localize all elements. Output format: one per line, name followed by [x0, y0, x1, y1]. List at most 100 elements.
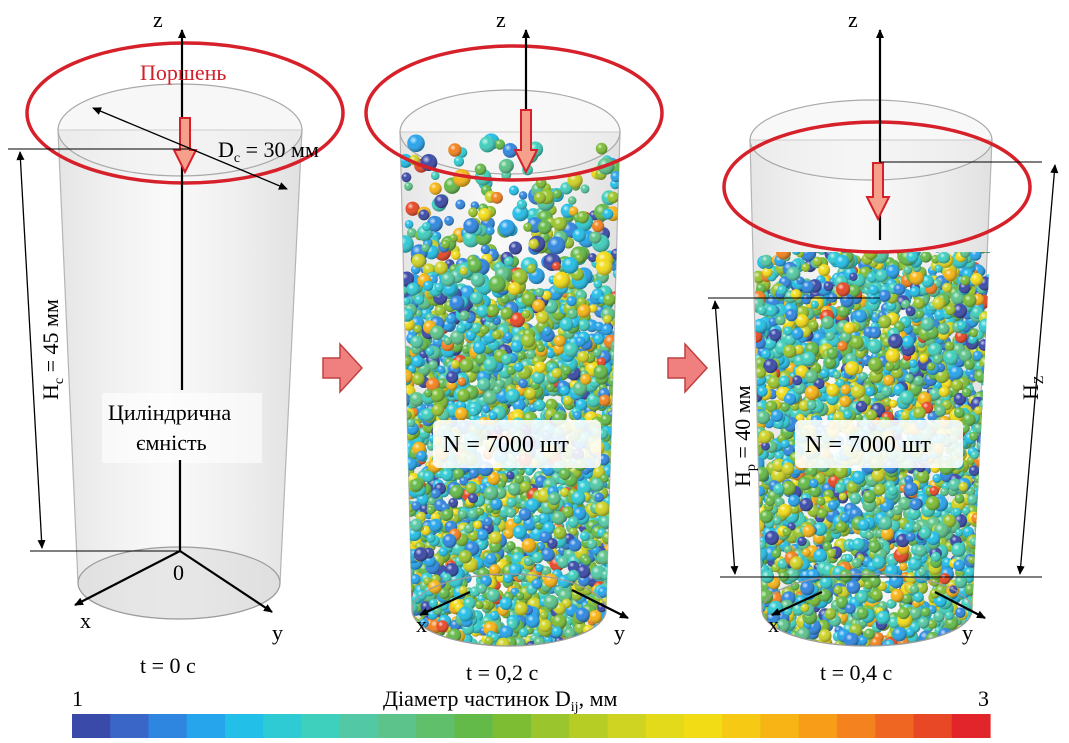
- particle: [600, 637, 611, 646]
- particle-shading: [508, 185, 519, 196]
- particle-shading: [553, 335, 566, 347]
- particle-shading: [489, 531, 503, 545]
- particle-shading: [400, 308, 415, 322]
- particle-shading: [492, 330, 502, 340]
- particle: [606, 596, 616, 607]
- particle: [582, 641, 594, 646]
- particle-shading: [473, 520, 483, 530]
- particle-shading: [414, 641, 426, 646]
- particle-shading: [525, 614, 540, 628]
- particle-shading: [482, 404, 491, 414]
- particle-shading: [577, 319, 590, 332]
- particle-shading: [436, 620, 449, 633]
- y-axis-label: y: [272, 620, 283, 645]
- particle-shading: [414, 294, 425, 305]
- particle: [609, 453, 620, 465]
- particle: [400, 608, 412, 620]
- particle: [400, 481, 410, 491]
- particle: [400, 612, 413, 625]
- particle-shading: [483, 357, 498, 372]
- particle-shading: [506, 497, 517, 508]
- particle-shading: [608, 566, 617, 576]
- particle-shading: [400, 582, 411, 596]
- particle-shading: [475, 600, 484, 610]
- particle-shading: [437, 365, 446, 374]
- particle: [608, 572, 620, 587]
- x-axis-label: x: [80, 608, 91, 633]
- particle-shading: [400, 599, 409, 610]
- particle-shading: [513, 362, 524, 372]
- particle-shading: [409, 392, 424, 407]
- particle-shading: [610, 591, 620, 601]
- container-label-line2: ємність: [136, 430, 207, 455]
- particle-shading: [401, 636, 411, 646]
- particle-shading: [609, 539, 620, 551]
- particle-shading: [533, 399, 546, 412]
- particle-shading: [401, 621, 415, 634]
- particle-shading: [439, 639, 453, 646]
- particle-shading: [507, 482, 521, 496]
- particle-shading: [449, 484, 464, 499]
- particle: [400, 601, 410, 612]
- particle-shading: [586, 538, 598, 550]
- particle: [609, 533, 620, 548]
- particle-shading: [459, 358, 474, 373]
- particle-shading: [551, 511, 566, 525]
- particle-shading: [402, 356, 412, 366]
- particle-shading: [572, 411, 582, 420]
- particle: [579, 637, 590, 646]
- particle-shading: [475, 507, 484, 516]
- particle: [610, 533, 620, 544]
- particle-shading: [593, 333, 604, 345]
- particle: [558, 642, 568, 646]
- particle: [405, 640, 414, 646]
- particle: [430, 635, 442, 646]
- particle-shading: [400, 487, 410, 499]
- particle-shading: [496, 637, 511, 646]
- particle-shading: [469, 407, 479, 417]
- particle-shading: [525, 467, 534, 476]
- particle-shading: [400, 445, 409, 458]
- particle-shading: [547, 492, 561, 506]
- particle-shading: [418, 641, 431, 646]
- particle-shading: [400, 492, 409, 504]
- particle-shading: [609, 369, 620, 380]
- particle: [400, 607, 411, 619]
- particle-shading: [610, 523, 620, 533]
- particle-shading: [424, 389, 433, 398]
- particle: [400, 546, 409, 558]
- particle-shading: [488, 411, 498, 421]
- particle-shading: [531, 552, 544, 564]
- particle-shading: [448, 497, 459, 508]
- particle-shading: [518, 191, 528, 200]
- particle-shading: [521, 333, 536, 348]
- particle-shading: [510, 340, 523, 353]
- particle-shading: [400, 556, 409, 566]
- particle-shading: [400, 409, 407, 418]
- particle-shading: [400, 509, 408, 518]
- particle-shading: [413, 324, 423, 334]
- particle-shading: [484, 636, 494, 646]
- particle-shading: [407, 134, 425, 153]
- particle-shading: [543, 594, 559, 610]
- particle-shading: [571, 637, 581, 646]
- particle: [415, 638, 429, 646]
- particle: [403, 622, 417, 636]
- z-axis-label: z: [153, 7, 163, 32]
- particle-shading: [446, 313, 457, 324]
- particle: [400, 602, 411, 614]
- particle: [401, 636, 411, 646]
- particle-shading: [595, 142, 608, 155]
- particle-shading: [499, 597, 513, 610]
- particle: [400, 415, 408, 425]
- particle-shading: [603, 293, 616, 306]
- particle-shading: [607, 375, 620, 387]
- particle-shading: [430, 488, 441, 499]
- particle-shading: [610, 442, 620, 453]
- particle: [585, 642, 596, 646]
- particle-shading: [400, 602, 411, 614]
- particle-shading: [600, 637, 611, 646]
- diameter-label: Dc = 30 мм: [218, 137, 319, 166]
- particle: [400, 509, 408, 518]
- particle-shading: [577, 304, 591, 318]
